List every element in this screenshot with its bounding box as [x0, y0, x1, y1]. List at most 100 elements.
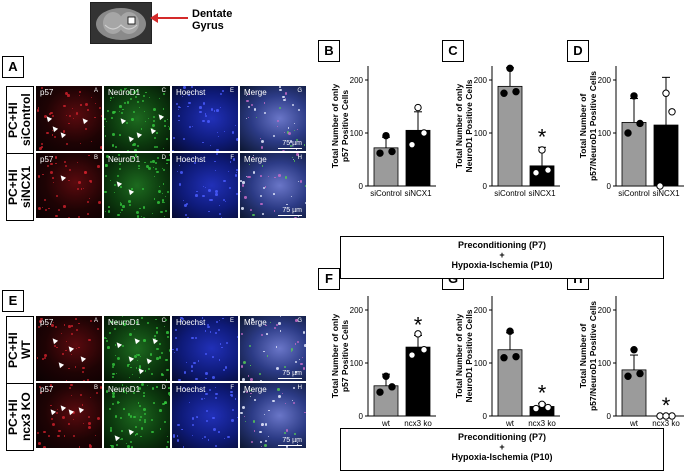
channel-label: Hoechst — [176, 385, 206, 394]
tile-letter: H — [297, 155, 302, 161]
x-tick-label-c: siControl — [494, 189, 526, 198]
tile-letter: D — [161, 155, 166, 161]
bar-f-1 — [405, 346, 431, 417]
micrograph-p57-r2: p57 B ▲ — [36, 153, 102, 218]
y-tick-label-c: 0 — [483, 182, 488, 191]
bar-c-0 — [497, 85, 523, 187]
y-tick-label-b: 0 — [359, 182, 364, 191]
data-point-b — [420, 129, 428, 137]
x-tick-label-b: siControl — [370, 189, 402, 198]
micrograph-merge-r3: Merge G 75 µm — [240, 316, 306, 381]
data-point-g — [512, 352, 520, 361]
tile-letter: B — [93, 155, 98, 161]
data-point-b — [382, 131, 390, 140]
y-tick-label-f: 200 — [350, 306, 364, 315]
y-axis-label-c: Total Number of onlyNeuroD1 Positive Cel… — [454, 79, 474, 172]
scale-bar — [278, 445, 302, 446]
y-axis-label-h: Total Number ofp57/NeuroD1 Positive Cell… — [578, 301, 598, 411]
panel-letter-e: E — [2, 290, 24, 312]
data-point-g — [544, 403, 552, 412]
x-tick-label-f: ncx3 ko — [404, 419, 432, 428]
channel-label: Merge — [244, 155, 267, 164]
channel-label: Merge — [244, 88, 267, 97]
micrograph-p57-r1: p57 A ▲ ▲ ▲ ▲ — [36, 86, 102, 151]
data-point-d — [656, 182, 664, 190]
channel-label: p57 — [40, 318, 54, 327]
y-tick-label-d: 100 — [598, 129, 612, 138]
micrograph-neurod1-r1: NeuroD1 C ▲ ▲ ▲ ▲ ▲ — [104, 86, 170, 151]
y-tick-label-f: 0 — [359, 412, 364, 421]
data-point-d — [630, 92, 638, 100]
pointer-arrow-icon — [150, 13, 188, 23]
channel-label: p57 — [40, 155, 54, 164]
micrograph-hoechst-r2: Hoechst F — [172, 153, 238, 218]
micrograph-neurod1-r3: NeuroD1 C ▲ ▲ ▲ ▲ ▲ ▲ — [104, 316, 170, 381]
scale-label: 75 µm — [282, 207, 302, 214]
condition-box-top: Preconditioning (P7) + Hypoxia-Ischemia … — [340, 236, 664, 279]
x-tick-label-c: siNCX1 — [528, 189, 556, 198]
data-point-h — [630, 346, 638, 354]
panel-letter-d: D — [567, 40, 589, 62]
brain-thumbnail — [90, 2, 152, 44]
data-point-b — [376, 149, 384, 157]
tile-letter: C — [161, 88, 166, 94]
tile-letter: E — [229, 88, 234, 94]
micrograph-neurod1-r2: NeuroD1 D ▲ ▲ — [104, 153, 170, 218]
x-tick-label-g: wt — [505, 419, 515, 428]
x-tick-label-f: wt — [381, 419, 391, 428]
channel-label: p57 — [40, 88, 54, 97]
scale-label: 75 µm — [282, 370, 302, 377]
scale-bar — [278, 148, 302, 149]
micrograph-p57-r4: p57 B ▲ ▲ ▲ ▲ — [36, 383, 102, 448]
data-point-h — [624, 372, 632, 380]
micrograph-neurod1-r4: NeuroD1 D ▲ ▲ — [104, 383, 170, 448]
y-tick-label-d: 200 — [598, 76, 612, 85]
data-point-f — [414, 330, 422, 338]
significance-star-h: * — [662, 393, 671, 418]
channel-label: NeuroD1 — [108, 385, 141, 394]
scale-label: 75 µm — [282, 140, 302, 147]
condition-box-bottom: Preconditioning (P7) + Hypoxia-Ischemia … — [340, 428, 664, 471]
data-point-g — [538, 400, 546, 409]
tile-letter: G — [297, 318, 302, 324]
x-tick-label-d: siControl — [618, 189, 650, 198]
y-axis-label-d: Total Number ofp57/NeuroD1 Positive Cell… — [578, 71, 598, 181]
x-tick-label-g: ncx3 ko — [528, 419, 556, 428]
channel-label: NeuroD1 — [108, 155, 141, 164]
y-tick-label-b: 200 — [350, 76, 364, 85]
bar-b-1 — [405, 129, 431, 187]
y-tick-label-c: 100 — [474, 129, 488, 138]
data-point-g — [532, 404, 540, 413]
dentate-gyrus-label: Dentate Gyrus — [192, 8, 233, 32]
x-tick-label-h: wt — [629, 419, 639, 428]
y-tick-label-d: 0 — [607, 182, 612, 191]
data-point-f — [420, 346, 428, 354]
data-point-d — [668, 108, 676, 116]
y-axis-label-b: Total Number of onlyp57 Positive Cells — [330, 84, 350, 169]
panel-letter-f: F — [318, 268, 340, 290]
y-tick-label-f: 100 — [350, 359, 364, 368]
significance-star-c: * — [538, 124, 547, 149]
micrograph-merge-r1: Merge G 75 µm — [240, 86, 306, 151]
scale-bar — [278, 378, 302, 379]
panel-letter-b: B — [318, 40, 340, 62]
y-tick-label-g: 0 — [483, 412, 488, 421]
data-point-b — [388, 147, 396, 156]
tile-letter: F — [230, 385, 234, 391]
y-tick-label-g: 100 — [474, 359, 488, 368]
panel-letter-c: C — [442, 40, 464, 62]
data-point-c — [532, 169, 540, 177]
tile-letter: D — [161, 385, 166, 391]
y-tick-label-c: 200 — [474, 76, 488, 85]
micrograph-p57-r3: p57 A ▲ ▲ ▲ ▲ — [36, 316, 102, 381]
data-point-c — [512, 87, 520, 96]
tile-letter: C — [161, 318, 166, 324]
x-tick-label-h: ncx3 ko — [652, 419, 680, 428]
data-point-d — [624, 129, 632, 137]
x-tick-label-d: siNCX1 — [652, 189, 680, 198]
y-tick-label-h: 200 — [598, 306, 612, 315]
scale-bar — [278, 215, 302, 216]
channel-label: NeuroD1 — [108, 318, 141, 327]
y-tick-label-h: 0 — [607, 412, 612, 421]
